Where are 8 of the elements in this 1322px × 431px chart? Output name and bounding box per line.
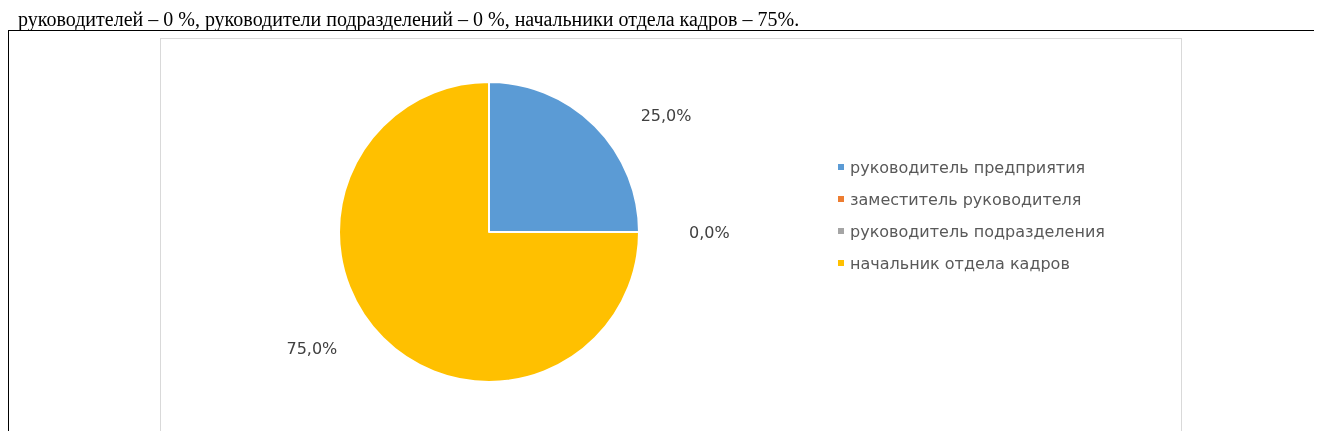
legend-label: заместитель руководителя [850,189,1082,209]
data-label: 25,0% [640,105,692,125]
text: руководителей – 0 %, руководители подразделений – 0 %, начальники отдела кадров – 75%. [17,8,801,30]
text: 0,0% [689,222,730,242]
legend-label: начальник отдела кадров [850,253,1070,273]
legend-label: руководитель предприятия [850,157,1086,177]
data-label: 75,0% [286,339,338,359]
legend-label: руководитель подразделения [850,221,1105,241]
